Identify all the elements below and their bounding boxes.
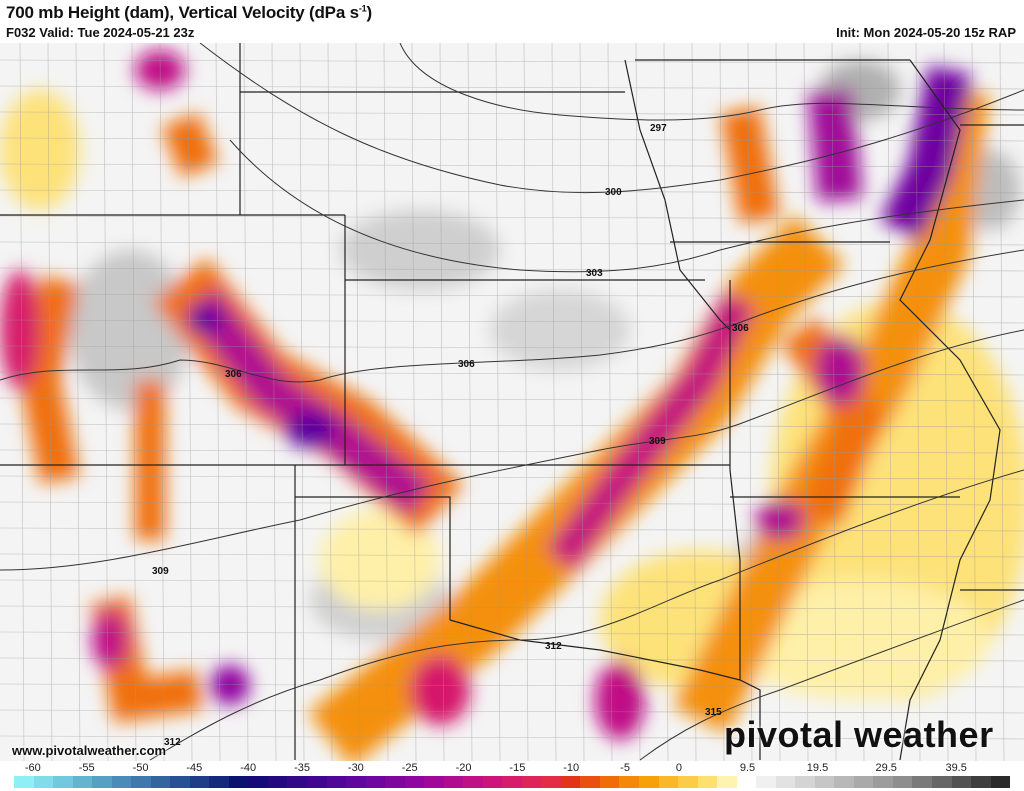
title-text: 700 mb Height (dam), Vertical Velocity (…: [6, 3, 359, 22]
colorbar-label: -25: [401, 762, 418, 774]
colorbar-swatch: [951, 776, 972, 788]
init-time: Init: Mon 2024-05-20 15z RAP: [836, 25, 1016, 40]
contour-labels: 297 300 303 306 306 306 309 309 312 312 …: [152, 123, 749, 748]
colorbar-swatch: [521, 776, 542, 788]
colorbar-swatch: [326, 776, 347, 788]
colorbar-swatch: [404, 776, 425, 788]
brand-logo: pivotal weather: [724, 714, 994, 755]
colorbar-swatch: [111, 776, 132, 788]
colorbar-label: -15: [509, 762, 526, 774]
contour-label: 309: [152, 566, 169, 577]
colorbar-swatch: [619, 776, 639, 788]
colorbar-swatch: [814, 776, 835, 788]
colorbar-swatch: [33, 776, 54, 788]
colorbar-swatch: [931, 776, 952, 788]
county-grid: [0, 43, 1024, 761]
colorbar-swatch: [228, 776, 249, 788]
title-end: ): [366, 3, 372, 22]
vertical-velocity-shading: [0, 50, 1024, 761]
colorbar-swatch: [971, 776, 991, 788]
colorbar-label: 0: [675, 762, 682, 774]
colorbar-swatch: [834, 776, 854, 788]
colorbar-label: -30: [347, 762, 364, 774]
colorbar-label: 29.5: [875, 762, 897, 774]
valid-time: F032 Valid: Tue 2024-05-21 23z: [6, 25, 195, 40]
colorbar-label: -20: [455, 762, 472, 774]
colorbar-swatch: [912, 776, 932, 788]
colorbar-label: -45: [186, 762, 203, 774]
colorbar-swatch: [873, 776, 893, 788]
colorbar-swatch: [892, 776, 913, 788]
colorbar-swatch: [53, 776, 73, 788]
colorbar-labels: -60 -55 -50 -45 -40 -35 -30 -25 -20 -15 -10 -5 0 9.5 1…: [0, 762, 1024, 776]
county-lines: [0, 43, 1024, 761]
colorbar-swatch: [678, 776, 698, 788]
colorbar-label: -50: [132, 762, 149, 774]
colorbar-label: -40: [240, 762, 257, 774]
contour-label: 315: [705, 707, 722, 718]
colorbar-swatch: [443, 776, 464, 788]
colorbar: [14, 776, 1011, 788]
colorbar-swatch: [424, 776, 444, 788]
colorbar-swatch: [853, 776, 874, 788]
height-contours: [0, 43, 1024, 761]
colorbar-swatch: [346, 776, 366, 788]
contour-label: 303: [586, 268, 603, 279]
contour-label: 306: [458, 359, 475, 370]
contour-label: 300: [605, 187, 622, 198]
colorbar-swatch: [639, 776, 659, 788]
state-borders: [0, 43, 1024, 761]
colorbar-swatch: [658, 776, 679, 788]
colorbar-swatch: [990, 776, 1011, 788]
colorbar-swatch: [756, 776, 776, 788]
colorbar-swatch: [209, 776, 229, 788]
map-canvas: 297 300 303 306 306 306 309 309 312 312 …: [0, 43, 1024, 761]
colorbar-swatch: [306, 776, 327, 788]
colorbar-swatch: [170, 776, 190, 788]
colorbar-swatch: [775, 776, 796, 788]
colorbar-swatch: [697, 776, 718, 788]
colorbar-swatch: [248, 776, 268, 788]
colorbar-swatch: [717, 776, 737, 788]
contour-label: 309: [649, 436, 666, 447]
map-title: 700 mb Height (dam), Vertical Velocity (…: [6, 3, 372, 23]
colorbar-swatch: [287, 776, 307, 788]
colorbar-label: -5: [620, 762, 630, 774]
contour-label: 312: [164, 737, 181, 748]
colorbar-swatch: [736, 776, 757, 788]
colorbar-swatch: [560, 776, 581, 788]
colorbar-swatch: [482, 776, 503, 788]
colorbar-swatch: [795, 776, 815, 788]
colorbar-label: 9.5: [739, 762, 756, 774]
colorbar-swatch: [150, 776, 171, 788]
colorbar-swatch: [14, 776, 34, 788]
colorbar-label: -55: [78, 762, 95, 774]
colorbar-swatch: [541, 776, 561, 788]
colorbar-label: 39.5: [945, 762, 967, 774]
colorbar-label: 19.5: [806, 762, 829, 774]
colorbar-swatch: [131, 776, 151, 788]
title-superscript: -1: [358, 3, 367, 14]
weather-map[interactable]: 297 300 303 306 306 306 309 309 312 312 …: [0, 43, 1024, 761]
colorbar-swatch: [502, 776, 522, 788]
contour-label: 306: [225, 369, 242, 380]
colorbar-label: -60: [24, 762, 41, 774]
colorbar-swatch: [189, 776, 210, 788]
colorbar-swatch: [385, 776, 405, 788]
colorbar-swatch: [365, 776, 386, 788]
colorbar-swatch: [72, 776, 93, 788]
colorbar-swatch: [599, 776, 620, 788]
contour-label: 297: [650, 123, 667, 134]
colorbar-label: -10: [563, 762, 580, 774]
contour-label: 312: [545, 641, 562, 652]
colorbar-swatch: [267, 776, 288, 788]
contour-label: 306: [732, 323, 749, 334]
colorbar-swatch: [580, 776, 600, 788]
colorbar-swatch: [92, 776, 112, 788]
website-url[interactable]: www.pivotalweather.com: [12, 743, 167, 758]
colorbar-swatch: [463, 776, 483, 788]
colorbar-label: -35: [294, 762, 310, 774]
